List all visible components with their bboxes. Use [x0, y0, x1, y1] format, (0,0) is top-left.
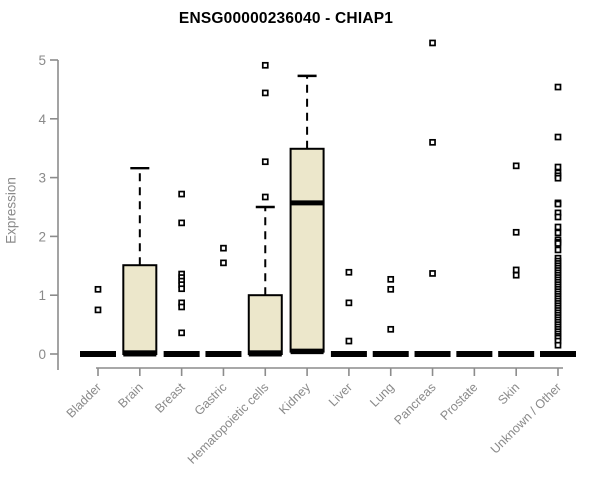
box-group-brain [122, 166, 158, 357]
median-bar [414, 351, 451, 357]
outlier-point [220, 244, 227, 252]
median-line [290, 200, 324, 206]
y-tick-label: 3 [38, 171, 46, 186]
outlier-point [261, 61, 269, 69]
outlier-point [345, 268, 353, 276]
x-tick-label: Hematopoietic cells [185, 380, 272, 467]
box-group-hematopoietic-cells [247, 61, 283, 357]
box-bottom-edge [290, 348, 324, 355]
outlier-point [512, 228, 520, 236]
outlier-point [387, 325, 395, 333]
outlier-point [178, 190, 185, 198]
outlier-point [94, 285, 102, 293]
box-group-skin [498, 162, 535, 357]
x-tick-label: Gastric [192, 380, 230, 418]
outlier-point [512, 162, 520, 170]
box-group-bladder [80, 285, 116, 357]
box-group-pancreas [414, 39, 451, 357]
outlier-point [429, 270, 436, 277]
outlier-point [261, 193, 269, 201]
x-tick-label: Lung [367, 380, 397, 410]
box-group-unknown-other [539, 83, 576, 357]
y-tick-label: 2 [38, 229, 46, 244]
outlier-point [554, 83, 562, 91]
outlier-point [387, 285, 395, 293]
outlier-point [261, 158, 269, 166]
median-bar [372, 351, 409, 357]
box-rect [122, 264, 158, 356]
outlier-point [387, 275, 395, 283]
outlier-point [345, 337, 353, 345]
outlier-point [178, 285, 185, 293]
x-tick-label: Brain [115, 380, 146, 411]
median-bar [205, 351, 242, 357]
outlier-point [94, 306, 102, 314]
median-bar [456, 351, 493, 357]
median-bar [539, 351, 576, 357]
outlier-point [554, 246, 562, 254]
x-tick-label: Skin [495, 380, 522, 407]
outlier-point [178, 219, 185, 227]
median-bar [80, 351, 116, 357]
x-tick-label: Unknown / Other [488, 380, 564, 456]
median-line [123, 350, 157, 356]
box-group-liver [330, 268, 367, 357]
outlier-point [554, 341, 562, 349]
x-tick-label: Kidney [276, 380, 313, 417]
outlier-point [345, 299, 353, 307]
outlier-point [554, 200, 562, 208]
outlier-point [178, 303, 185, 311]
x-tick-label: Pancreas [391, 380, 438, 427]
box-group-kidney [289, 74, 325, 355]
x-tick-label: Breast [152, 380, 188, 416]
median-bar [498, 351, 535, 357]
outlier-point [554, 174, 562, 182]
outlier-point [429, 138, 436, 146]
x-tick-label: Liver [326, 380, 355, 409]
box-group-lung [372, 275, 409, 357]
outlier-point [512, 266, 520, 274]
median-bar [163, 351, 200, 357]
median-line [248, 350, 282, 356]
outlier-point [220, 259, 227, 267]
y-tick-label: 4 [38, 112, 46, 127]
outlier-point [554, 240, 562, 247]
y-tick-label: 0 [38, 347, 46, 362]
outlier-point [429, 39, 436, 47]
box-rect [247, 294, 283, 356]
outlier-point [554, 213, 562, 221]
x-tick-label: Prostate [438, 380, 481, 423]
outlier-point [261, 89, 269, 97]
chart-title: ENSG00000236040 - CHIAP1 [178, 10, 394, 27]
outlier-point [554, 229, 562, 237]
outlier-point [554, 223, 562, 231]
y-tick-label: 1 [38, 288, 46, 303]
box-group-gastric [205, 244, 242, 357]
box-group-breast [163, 190, 200, 357]
outlier-point [554, 133, 562, 141]
box-group-prostate [456, 351, 493, 357]
outlier-point [512, 271, 520, 279]
y-tick-label: 5 [38, 53, 46, 68]
outlier-point [554, 163, 562, 171]
median-bar [330, 351, 367, 357]
outlier-point [178, 329, 185, 337]
box-rect [289, 147, 325, 353]
x-tick-label: Bladder [64, 380, 104, 420]
